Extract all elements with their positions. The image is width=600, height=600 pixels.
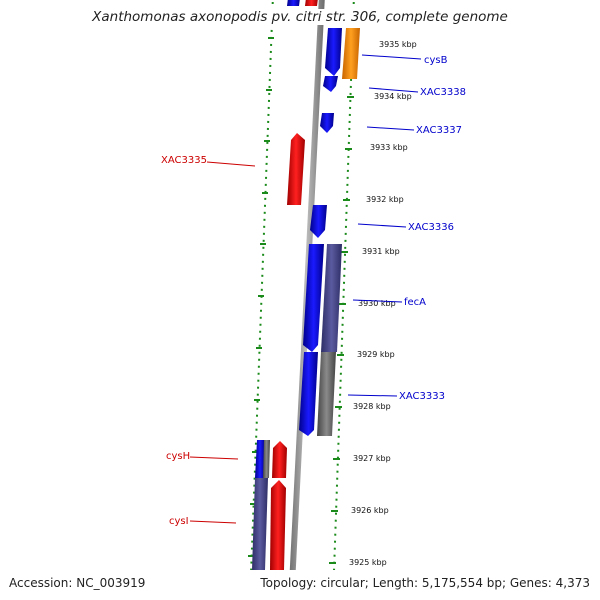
gene-arrow-blue-cysb-pair	[325, 28, 342, 76]
gene-label-xac3338: XAC3338	[420, 87, 466, 98]
gene-arrow-xac3336	[310, 205, 327, 238]
gene-arrow-xac3337	[320, 113, 334, 133]
tick-labels: 3935 kbp 3934 kbp 3933 kbp 3932 kbp 3931…	[349, 40, 417, 567]
accession-text: Accession: NC_003919	[9, 576, 146, 590]
tick-label: 3930 kbp	[358, 299, 396, 308]
tick-label: 3931 kbp	[362, 247, 400, 256]
reverse-label-leaders	[189, 161, 256, 524]
gene-arrow-top-blue	[287, 0, 300, 6]
tick-label: 3925 kbp	[349, 558, 387, 567]
feature-gray-cysH	[263, 440, 270, 478]
gene-arrow-cysB	[342, 28, 360, 79]
outer-guide-line	[332, 0, 355, 600]
tick-label: 3935 kbp	[379, 40, 417, 49]
tick-label: 3927 kbp	[353, 454, 391, 463]
inner-guide-line	[249, 0, 274, 600]
tick-label: 3934 kbp	[374, 92, 412, 101]
feature-purple-cysI	[252, 478, 268, 570]
gene-arrow-top-red	[305, 0, 318, 6]
tick-label: 3933 kbp	[370, 143, 408, 152]
tick-label: 3926 kbp	[351, 506, 389, 515]
gene-label-cysH: cysH	[166, 451, 190, 462]
gene-label-cysB: cysB	[424, 55, 448, 66]
tick-label: 3928 kbp	[353, 402, 391, 411]
gene-arrow-fecA	[303, 244, 324, 352]
tick-label: 3929 kbp	[357, 350, 395, 359]
gene-cysH-blue	[255, 440, 265, 478]
gene-label-xac3336: XAC3336	[408, 222, 454, 233]
gene-label-xac3333: XAC3333	[399, 391, 445, 402]
gene-arrow-xac3335	[287, 133, 305, 205]
tick-label: 3932 kbp	[366, 195, 404, 204]
gene-label-xac3337: XAC3337	[416, 125, 462, 136]
feature-purple-fecA	[321, 244, 342, 352]
reverse-gene-labels: XAC3335 cysH cysI	[161, 155, 207, 527]
feature-gray-fecA	[317, 352, 336, 436]
reverse-genes	[270, 0, 318, 600]
gene-arrow-cysH	[272, 441, 287, 478]
gene-label-fecA: fecA	[404, 297, 426, 308]
footer-bar: Accession: NC_003919 Topology: circular;…	[0, 570, 600, 600]
gene-arrow-xac3338	[323, 76, 338, 92]
forward-gene-labels: cysB XAC3338 XAC3337 XAC3336 fecA XAC333…	[399, 55, 466, 402]
gene-arrow-cysI	[270, 480, 286, 570]
gene-label-xac3335: XAC3335	[161, 155, 207, 166]
gene-arrow-xac3333	[299, 352, 318, 436]
forward-label-leaders	[347, 54, 422, 397]
forward-genes	[255, 0, 342, 478]
genome-summary: Topology: circular; Length: 5,175,554 bp…	[260, 576, 590, 590]
gene-label-cysI: cysI	[169, 516, 189, 527]
map-title: Xanthomonas axonopodis pv. citri str. 30…	[0, 9, 600, 25]
